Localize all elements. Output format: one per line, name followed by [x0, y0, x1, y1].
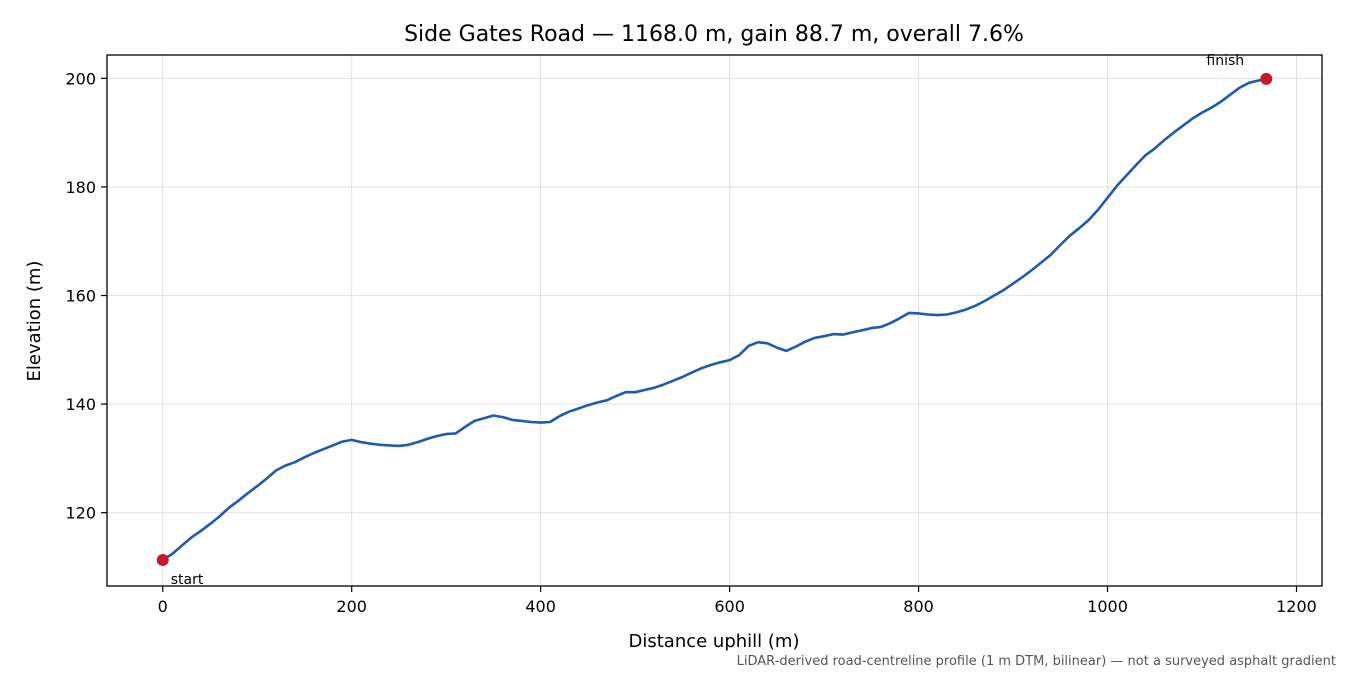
chart-title: Side Gates Road — 1168.0 m, gain 88.7 m,…: [404, 22, 1024, 47]
x-tick-label: 1000: [1087, 597, 1128, 616]
start-annotation: start: [171, 572, 204, 588]
y-tick-label: 120: [65, 504, 96, 523]
x-tick-label: 1200: [1276, 597, 1317, 616]
finish-marker: [1260, 72, 1273, 85]
plot-area-frame: [106, 54, 1323, 587]
data-source-footnote: LiDAR-derived road-centreline profile (1…: [737, 654, 1336, 669]
x-tick-label: 200: [336, 597, 367, 616]
y-tick-label: 140: [65, 395, 96, 414]
y-axis-title: Elevation (m): [24, 261, 45, 382]
y-axis: 120 140 160 180 200: [65, 69, 107, 523]
x-axis: 0 200 400 600 800 1000 1200: [158, 586, 1317, 616]
x-tick-label: 800: [903, 597, 934, 616]
x-tick-label: 400: [525, 597, 556, 616]
start-marker: [156, 553, 169, 566]
x-tick-label: 0: [158, 597, 168, 616]
y-tick-label: 200: [65, 69, 96, 88]
y-tick-label: 180: [65, 178, 96, 197]
finish-annotation: finish: [1206, 53, 1244, 69]
elevation-series-line: [161, 77, 1268, 562]
x-axis-title: Distance uphill (m): [629, 631, 800, 652]
y-tick-label: 160: [65, 287, 96, 306]
grid-lines: [107, 55, 1322, 586]
x-tick-label: 600: [714, 597, 745, 616]
